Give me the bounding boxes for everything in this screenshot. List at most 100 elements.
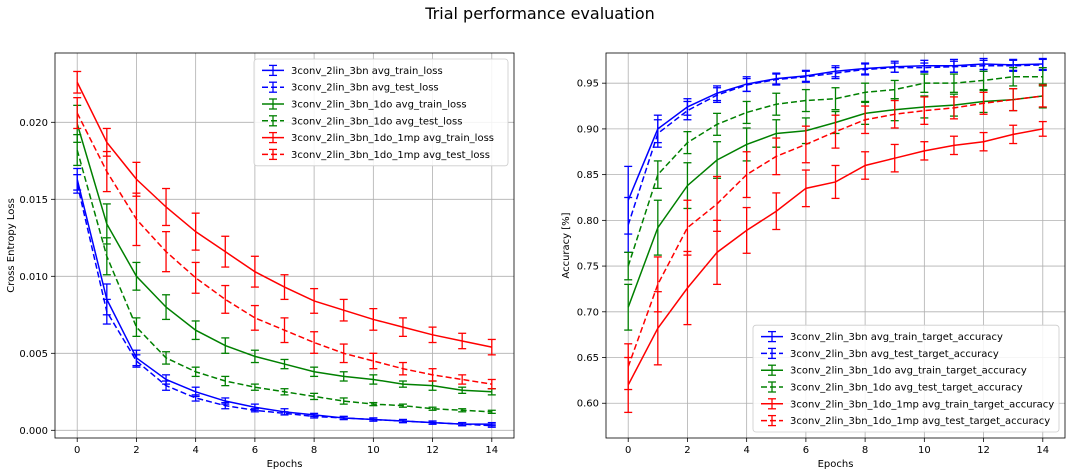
chart-0-errorbar [132, 317, 141, 338]
chart-1-errorbar [653, 119, 662, 148]
chart-0-errorbar [487, 378, 496, 390]
chart-0-ytick-label: 0.020 [19, 118, 48, 129]
chart-1-series-line [627, 76, 1043, 267]
chart-1-errorbar [1009, 66, 1018, 87]
chart-1-legend-entry: 3conv_2lin_3bn_1do avg_test_target_accur… [761, 381, 1023, 394]
chart-0-xtick-label: 4 [192, 445, 198, 456]
chart-0-series-line [76, 81, 492, 348]
chart-0-xtick-label: 2 [133, 445, 139, 456]
chart-0-errorbar [191, 261, 200, 294]
chart-1-series-line [627, 128, 1043, 386]
chart-0-xtick-label: 10 [367, 445, 380, 456]
chart-1-errorbar [831, 66, 840, 80]
chart-1-errorbar [831, 87, 840, 111]
chart-1-errorbar [683, 199, 692, 256]
chart-1-legend-entry: 3conv_2lin_3bn_1do_1mp avg_train_target_… [761, 398, 1054, 410]
chart-1-errorbar [801, 70, 810, 83]
figure-title: Trial performance evaluation [424, 4, 655, 23]
chart-1-errorbar [742, 100, 751, 125]
chart-0-series-3 [73, 133, 496, 415]
chart-0-xtick-label: 0 [74, 445, 80, 456]
chart-0-ytick-label: 0.005 [19, 349, 48, 360]
chart-0-legend-entry: 3conv_2lin_3bn avg_test_loss [262, 81, 439, 94]
chart-0-legend-entry: 3conv_2lin_3bn avg_train_loss [262, 64, 443, 77]
chart-0-ylabel: Cross Entropy Loss [6, 198, 17, 293]
chart-1-xtick-label: 14 [1036, 445, 1049, 456]
chart-1-xtick-label: 4 [743, 445, 749, 456]
chart-1-series-5 [624, 84, 1047, 391]
chart-0-errorbar [280, 411, 289, 416]
chart-1-xtick-label: 10 [918, 445, 931, 456]
chart-0-legend-label: 3conv_2lin_3bn_1do avg_train_loss [291, 100, 467, 111]
chart-0-xtick-label: 6 [252, 445, 258, 456]
chart-1-series-line [627, 64, 1043, 226]
chart-0-legend-entry: 3conv_2lin_3bn_1do avg_test_loss [262, 115, 462, 127]
chart-1-ytick-label: 0.80 [577, 216, 599, 227]
chart-0-errorbar [250, 304, 259, 331]
chart-0-errorbar [221, 284, 230, 314]
chart-1-ylabel: Accuracy [%] [561, 212, 572, 278]
chart-1-series-1 [624, 58, 1047, 254]
chart-1-series-3 [624, 66, 1047, 281]
chart-0-errorbar [428, 406, 437, 411]
chart-1-legend-box [752, 324, 1060, 433]
chart-0-xlabel: Epochs [267, 459, 303, 470]
chart-0-errorbar [487, 423, 496, 428]
chart-0-series-line [76, 149, 492, 413]
chart-0-series-1 [73, 174, 496, 428]
chart-1-ytick-label: 0.60 [577, 399, 599, 410]
chart-1-errorbar [1038, 84, 1047, 108]
chart-0-legend-label: 3conv_2lin_3bn avg_train_loss [291, 66, 443, 77]
chart-1-xtick-label: 6 [803, 445, 809, 456]
chart-1-errorbar [653, 256, 662, 313]
chart-1-errorbar [742, 151, 751, 199]
chart-0-errorbar [458, 374, 467, 385]
chart-0-series-2 [73, 104, 496, 396]
chart-0-errorbar [73, 97, 82, 130]
chart-0-errorbar [73, 70, 82, 94]
chart-1-ytick-label: 0.90 [577, 124, 599, 135]
chart-1-errorbar [920, 96, 929, 125]
chart-1-legend: 3conv_2lin_3bn avg_train_target_accuracy… [752, 324, 1060, 433]
chart-0-errorbar [191, 394, 200, 402]
chart-1-legend-label: 3conv_2lin_3bn_1do avg_train_target_accu… [790, 366, 1027, 377]
chart-1-legend-entry: 3conv_2lin_3bn avg_train_target_accuracy [761, 330, 1003, 343]
chart-1-ytick-label: 0.85 [577, 170, 599, 181]
chart-0-ytick-label: 0.015 [19, 195, 48, 206]
chart-0-xtick-label: 12 [426, 445, 439, 456]
chart-1-errorbar [683, 100, 692, 121]
chart-0-errorbar [369, 417, 378, 422]
chart-1-errorbar [801, 88, 810, 113]
chart-1-xtick-label: 8 [862, 445, 868, 456]
chart-1-legend-label: 3conv_2lin_3bn_1do_1mp avg_test_target_a… [790, 416, 1050, 427]
chart-1-series-4 [624, 120, 1047, 414]
chart-0-xtick-label: 8 [311, 445, 317, 456]
chart-0-legend-label: 3conv_2lin_3bn_1do_1mp avg_train_loss [291, 133, 494, 144]
chart-1-errorbar [1009, 88, 1018, 112]
chart-1-legend-label: 3conv_2lin_3bn avg_test_target_accuracy [790, 349, 999, 360]
chart-1-legend-label: 3conv_2lin_3bn_1do_1mp avg_train_target_… [790, 399, 1054, 410]
chart-0-ytick-label: 0.000 [19, 426, 48, 437]
chart-1-xtick-label: 2 [684, 445, 690, 456]
chart-0-axes-frame [54, 52, 515, 439]
chart-1-errorbar [831, 114, 840, 149]
chart-1-xtick-label: 0 [625, 445, 631, 456]
chart-0-xtick-label: 14 [485, 445, 498, 456]
chart-1-ytick-label: 0.95 [577, 79, 599, 90]
chart-1-series-line [627, 95, 1043, 367]
chart-1-legend-entry: 3conv_2lin_3bn avg_test_target_accuracy [761, 347, 999, 360]
chart-1-errorbar [653, 160, 662, 189]
chart-0-legend-label: 3conv_2lin_3bn_1do_1mp avg_test_loss [291, 150, 490, 161]
chart-1-legend-entry: 3conv_2lin_3bn_1do avg_train_target_accu… [761, 364, 1027, 377]
chart-0-errorbar [73, 133, 82, 167]
chart-0-errorbar [487, 409, 496, 415]
chart-0-legend-entry: 3conv_2lin_3bn_1do_1mp avg_test_loss [262, 148, 490, 161]
chart-0-legend-entry: 3conv_2lin_3bn_1do_1mp avg_train_loss [262, 131, 494, 144]
chart-0-legend: 3conv_2lin_3bn avg_train_loss 3conv_2lin_… [253, 58, 509, 167]
chart-0-legend-entry: 3conv_2lin_3bn_1do avg_train_loss [262, 98, 467, 111]
chart-0-errorbar [339, 397, 348, 405]
chart-0-series-line [76, 183, 492, 427]
chart-1-xtick-label: 12 [977, 445, 990, 456]
chart-0-series-line [76, 112, 492, 385]
